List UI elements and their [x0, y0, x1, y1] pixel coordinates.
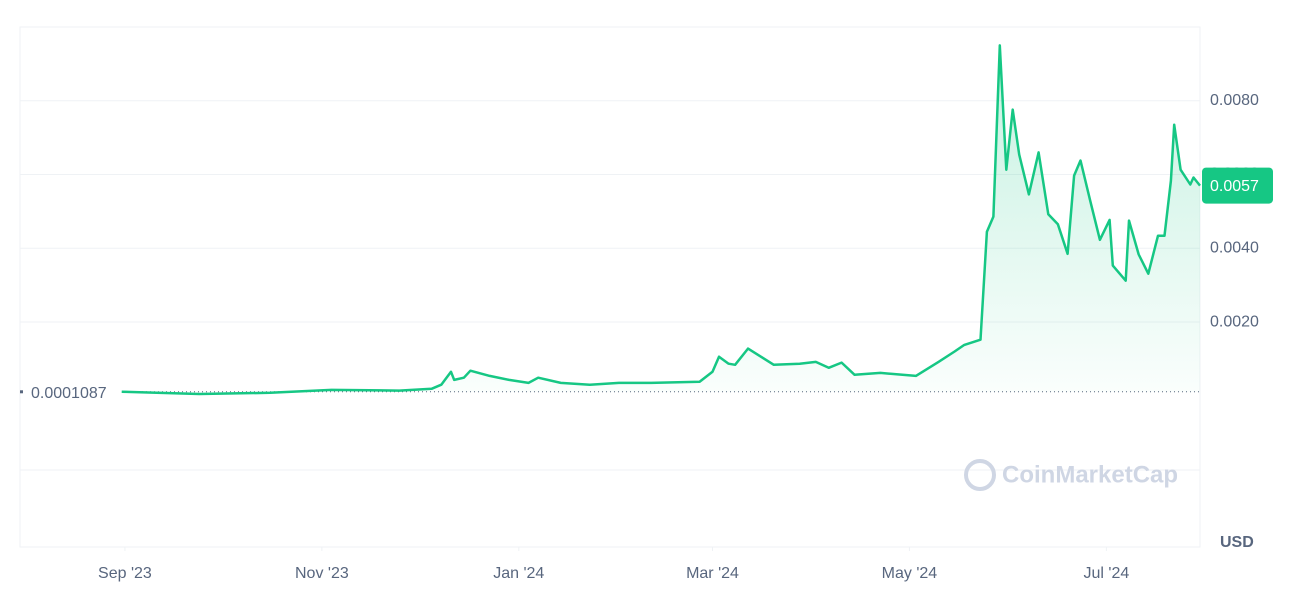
- current-price-label: 0.0057: [1210, 178, 1259, 195]
- baseline-dot: [20, 390, 23, 394]
- baseline-label: 0.0001087: [31, 385, 107, 402]
- x-tick-label: May '24: [882, 565, 938, 582]
- area: [121, 45, 1201, 395]
- watermark: CoinMarketCap: [1002, 461, 1178, 488]
- watermark-logo: [964, 459, 996, 491]
- current-price-badge: [1202, 167, 1273, 204]
- x-tick-label: Nov '23: [295, 565, 349, 582]
- y-tick-label: 0.0020: [1210, 313, 1259, 330]
- price-line: [121, 44, 1201, 396]
- x-tick-label: Mar '24: [686, 565, 739, 582]
- currency-label: USD: [1220, 534, 1254, 551]
- x-tick-label: Sep '23: [98, 565, 152, 582]
- x-tick-label: Jul '24: [1083, 565, 1129, 582]
- x-tick-label: Jan '24: [493, 565, 544, 582]
- y-tick-label: 0.0040: [1210, 239, 1259, 256]
- y-tick-label: 0.0080: [1210, 92, 1259, 109]
